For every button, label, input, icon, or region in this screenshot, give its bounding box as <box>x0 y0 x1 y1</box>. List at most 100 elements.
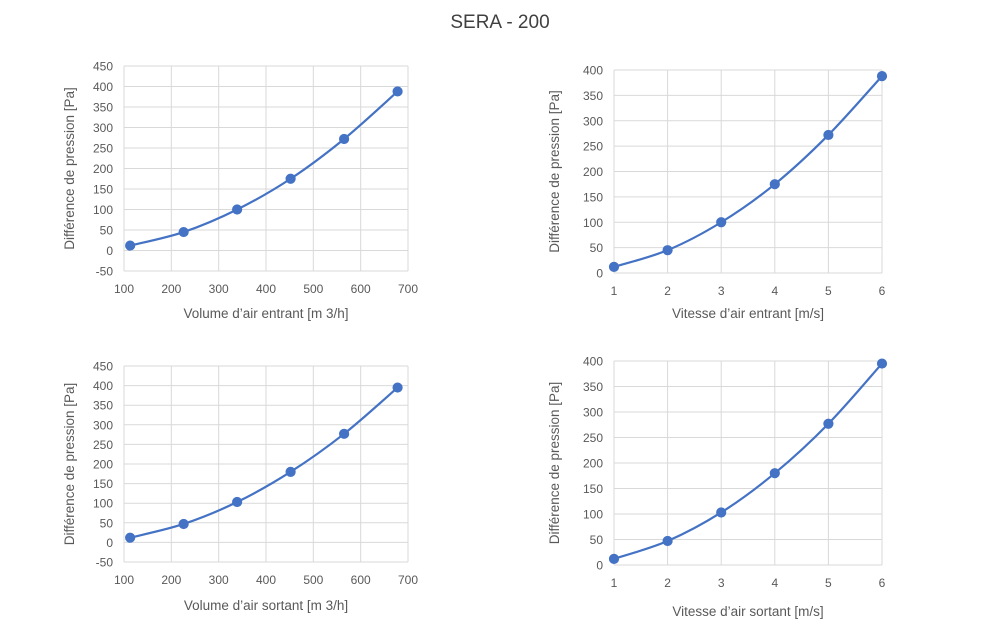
x-tick-label: 600 <box>351 282 371 296</box>
data-point <box>823 418 834 429</box>
x-tick-label: 700 <box>398 282 418 296</box>
y-tick-label: 300 <box>583 406 603 420</box>
x-tick-label: 200 <box>161 573 181 587</box>
y-tick-label: 300 <box>583 114 603 128</box>
y-tick-label: 250 <box>93 438 113 452</box>
y-tick-label: 450 <box>93 60 113 74</box>
series-line <box>613 362 883 560</box>
data-point <box>178 518 189 530</box>
y-axis-title: Différence de pression [Pa] <box>547 90 562 253</box>
x-axis-title: Vitesse d’air sortant [m/s] <box>672 604 823 619</box>
y-axis-title: Différence de pression [Pa] <box>547 382 562 545</box>
y-tick-label: 0 <box>106 536 113 550</box>
data-point <box>662 245 673 256</box>
chart-2: 0 50 100 150 200 250 300 350 400 1 2 3 4 5 6 Vitesse d’… <box>547 64 888 321</box>
x-axis-title: Volume d’air entrant [m 3/h] <box>183 306 348 321</box>
chart-title: SERA - 200 <box>450 12 550 33</box>
x-tick-label: 400 <box>256 573 276 587</box>
y-tick-label: -50 <box>96 265 114 279</box>
data-point <box>125 532 136 543</box>
y-tick-label: 200 <box>93 458 113 472</box>
data-point <box>662 535 673 547</box>
data-point <box>232 496 243 508</box>
x-axis-title: Volume d’air sortant [m 3/h] <box>184 598 348 613</box>
x-tick-label: 1 <box>611 284 618 298</box>
x-tick-label: 6 <box>879 284 886 298</box>
x-tick-label: 5 <box>825 576 832 590</box>
y-tick-label: 50 <box>100 224 114 238</box>
y-tick-label: 100 <box>93 497 113 511</box>
y-tick-label: 200 <box>583 457 603 471</box>
x-tick-label: 2 <box>664 576 671 590</box>
x-axis-title: Vitesse d’air entrant [m/s] <box>672 306 824 321</box>
y-tick-label: 150 <box>93 183 113 197</box>
x-tick-label: 3 <box>718 576 725 590</box>
y-tick-label: 150 <box>583 482 603 496</box>
x-tick-label: 2 <box>664 284 671 298</box>
x-tick-label: 100 <box>114 282 134 296</box>
y-tick-label: 450 <box>93 360 113 374</box>
x-tick-label: 600 <box>351 573 371 587</box>
data-point <box>339 428 350 439</box>
data-point <box>608 553 620 564</box>
y-axis-title: Différence de pression [Pa] <box>62 383 77 546</box>
x-tick-label: 100 <box>114 573 134 587</box>
x-tick-label: 700 <box>398 573 418 587</box>
y-tick-label: 100 <box>583 216 603 230</box>
y-tick-label: 300 <box>93 418 113 432</box>
x-tick-label: 400 <box>256 282 276 296</box>
data-point <box>392 86 403 97</box>
data-point <box>716 507 727 518</box>
y-tick-label: 50 <box>100 516 114 530</box>
data-point <box>285 466 296 477</box>
y-tick-label: 300 <box>93 121 113 135</box>
y-tick-label: 200 <box>93 162 113 176</box>
chart-4: 0 50 100 150 200 250 300 350 400 1 2 3 4 5 6 Vitesse d’… <box>547 355 888 619</box>
data-point <box>769 179 780 190</box>
y-tick-label: 100 <box>583 508 603 522</box>
y-tick-label: 200 <box>583 165 603 179</box>
y-tick-label: 50 <box>590 241 604 255</box>
data-point <box>608 261 620 273</box>
x-tick-label: 500 <box>303 573 323 587</box>
x-tick-label: 4 <box>771 576 778 590</box>
y-tick-label: 0 <box>596 559 603 573</box>
x-tick-label: 5 <box>825 284 832 298</box>
data-point <box>716 217 727 228</box>
x-tick-label: 6 <box>879 576 886 590</box>
y-tick-label: 350 <box>93 101 113 115</box>
y-axis-title: Différence de pression [Pa] <box>62 87 77 250</box>
data-point <box>876 358 888 369</box>
y-tick-label: 400 <box>93 379 113 393</box>
data-point <box>232 204 243 215</box>
y-tick-label: 100 <box>93 203 113 217</box>
y-tick-label: 350 <box>583 89 603 103</box>
data-point <box>876 70 888 82</box>
data-point <box>392 382 403 393</box>
x-tick-label: 4 <box>771 284 778 298</box>
y-tick-label: 250 <box>583 140 603 154</box>
x-tick-label: 500 <box>303 282 323 296</box>
data-point <box>125 240 136 251</box>
data-point <box>769 468 780 479</box>
y-tick-label: 0 <box>596 267 603 281</box>
y-tick-label: 350 <box>93 399 113 413</box>
y-tick-label: -50 <box>96 556 114 570</box>
x-tick-label: 3 <box>718 284 725 298</box>
chart-3: -50 0 50 100 150 200 250 300 350 400 450 100 200 300 4… <box>62 360 418 614</box>
y-tick-label: 350 <box>583 380 603 394</box>
data-point <box>823 129 834 141</box>
x-tick-label: 300 <box>209 573 229 587</box>
y-tick-label: 400 <box>583 355 603 369</box>
y-tick-label: 50 <box>590 533 604 547</box>
x-tick-label: 1 <box>611 576 618 590</box>
y-tick-label: 400 <box>583 64 603 78</box>
x-tick-label: 300 <box>209 282 229 296</box>
series-line <box>129 386 399 539</box>
y-tick-label: 250 <box>583 431 603 445</box>
y-tick-label: 150 <box>583 190 603 204</box>
chart-1: -50 0 50 100 150 200 250 300 350 400 450 100 200 300 4… <box>62 60 418 322</box>
y-tick-label: 250 <box>93 142 113 156</box>
x-tick-label: 200 <box>161 282 181 296</box>
